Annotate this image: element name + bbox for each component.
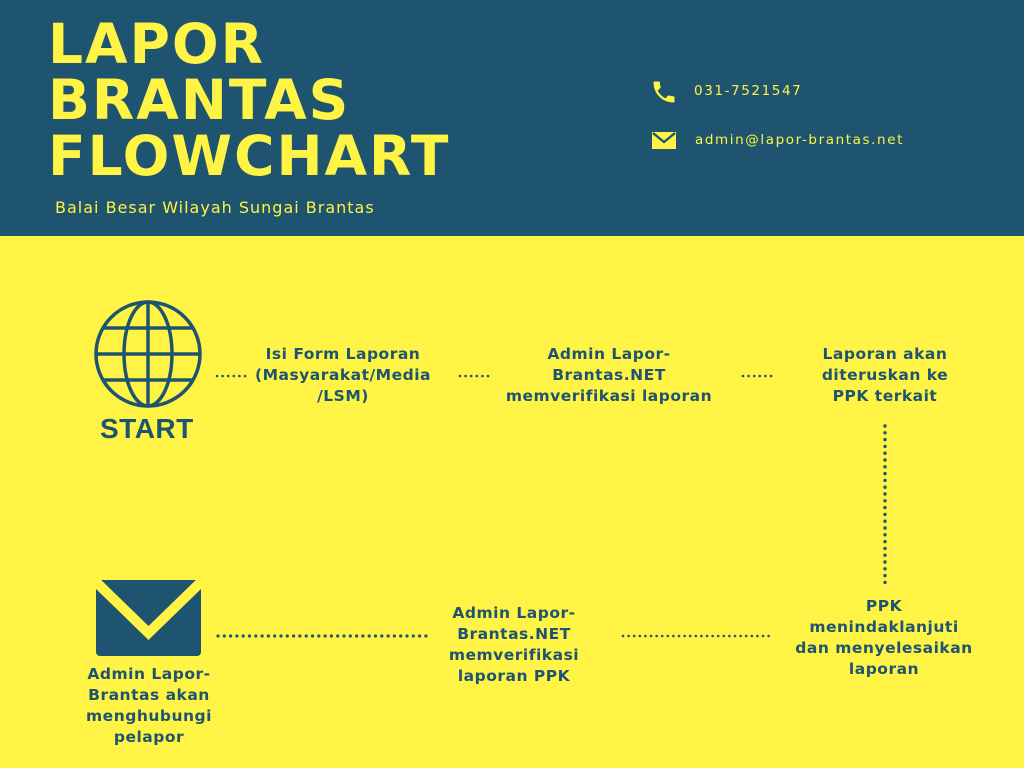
step-4-line: dan menyelesaikan (795, 639, 973, 657)
step-5-admin-verifies-ppk-report: Admin Lapor- Brantas.NET memverifikasi l… (428, 603, 600, 687)
step-5-line: laporan PPK (457, 667, 571, 685)
start-label: START (100, 413, 194, 444)
title-line-2: BRANTAS (48, 68, 351, 132)
step-2-line: Admin Lapor- (547, 345, 671, 363)
envelope-icon (652, 132, 676, 149)
step-3-line: diteruskan ke (821, 366, 949, 384)
page-title: LAPOR BRANTAS FLOWCHART (48, 16, 450, 184)
step-6-admin-contacts-reporter: Admin Lapor- Brantas akan menghubungi pe… (68, 664, 230, 748)
step-1-fill-report-form: Isi Form Laporan (Masyarakat/Media /LSM) (238, 344, 448, 407)
step-5-line: memverifikasi (448, 646, 580, 664)
step-4-line: laporan (848, 660, 920, 678)
step-2-line: Brantas.NET (552, 366, 666, 384)
globe-icon (94, 300, 202, 408)
step-3-line: Laporan akan (822, 345, 948, 363)
title-line-3: FLOWCHART (48, 124, 451, 188)
step-4-ppk-resolves-report: PPK menindaklanjuti dan menyelesaikan la… (784, 596, 984, 680)
step-4-line: menindaklanjuti (809, 618, 959, 636)
step-4-line: PPK (865, 597, 903, 615)
phone-number[interactable]: 031-7521547 (694, 83, 803, 99)
title-line-1: LAPOR (48, 12, 266, 76)
step-2-admin-verifies-report: Admin Lapor- Brantas.NET memverifikasi l… (494, 344, 724, 407)
step-5-line: Admin Lapor- (452, 604, 576, 622)
envelope-icon (92, 578, 205, 656)
phone-icon (653, 81, 675, 103)
email-address[interactable]: admin@lapor-brantas.net (695, 132, 905, 148)
header-banner: LAPOR BRANTAS FLOWCHART Balai Besar Wila… (0, 0, 1024, 236)
step-3-forward-to-ppk: Laporan akan diteruskan ke PPK terkait (790, 344, 980, 407)
step-1-line: (Masyarakat/Media (254, 366, 431, 384)
subtitle: Balai Besar Wilayah Sungai Brantas (55, 198, 375, 217)
step-5-line: Brantas.NET (457, 625, 571, 643)
step-6-line: Brantas akan (88, 686, 210, 704)
step-6-line: pelapor (113, 728, 185, 746)
step-6-line: Admin Lapor- (87, 665, 211, 683)
step-2-line: memverifikasi laporan (505, 387, 713, 405)
flowchart-area (0, 236, 1024, 768)
step-1-line: Isi Form Laporan (265, 345, 421, 363)
step-3-line: PPK terkait (832, 387, 938, 405)
step-6-line: menghubungi (86, 707, 212, 725)
step-1-line: /LSM) (317, 387, 369, 405)
